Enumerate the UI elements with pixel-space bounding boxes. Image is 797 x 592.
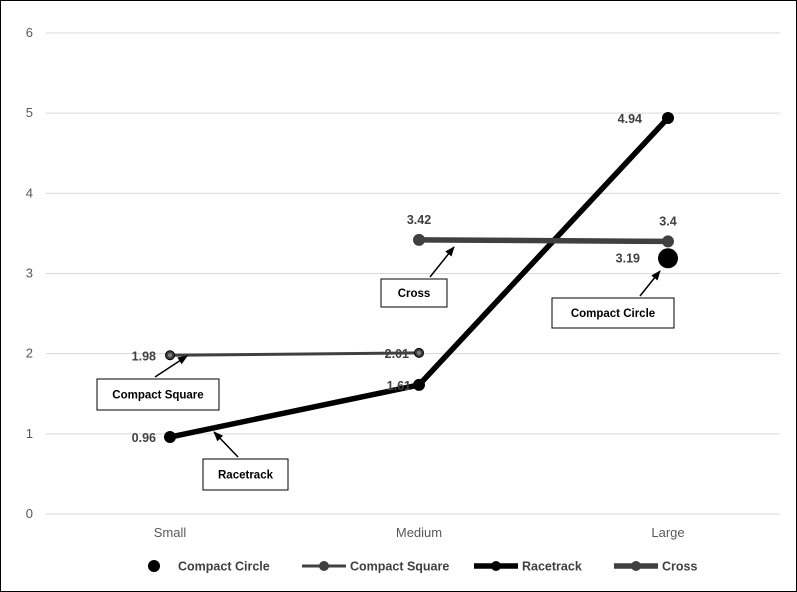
x-tick-small: Small	[154, 525, 187, 540]
legend-item-racetrack: Racetrack	[474, 560, 582, 574]
legend-label-cross: Cross	[662, 560, 697, 574]
callout-arrow-cross	[429, 246, 455, 278]
callout-label-compact-circle: Compact Circle	[571, 308, 655, 320]
legend-swatch-marker-compact-square	[319, 561, 329, 571]
callout-label-cross: Cross	[398, 288, 431, 300]
data-labels: 1.98 2.01 0.96 1.61 4.94 3.42 3.4 3.19	[132, 112, 677, 445]
legend: Compact Circle Compact Square Racetrack Cro…	[148, 560, 697, 574]
point-inner-compact-square-medium	[417, 350, 421, 355]
point-compact-circle-large	[658, 248, 678, 269]
data-label-cross-large: 3.4	[659, 214, 676, 228]
legend-swatch-marker-cross	[631, 561, 641, 571]
point-racetrack-small	[164, 431, 176, 444]
callout-label-compact-square: Compact Square	[112, 390, 203, 402]
x-tick-medium: Medium	[396, 525, 442, 540]
point-cross-large	[662, 235, 674, 248]
callout-label-racetrack: Racetrack	[218, 470, 274, 482]
y-tick-3: 3	[26, 266, 33, 281]
gridlines	[46, 32, 780, 515]
data-label-racetrack-medium: 1.61	[387, 379, 411, 393]
callout-arrow-compact-circle	[639, 270, 661, 297]
y-tick-1: 1	[26, 426, 33, 441]
legend-item-compact-circle: Compact Circle	[148, 560, 270, 574]
x-axis-ticks: Small Medium Large	[154, 525, 685, 540]
legend-swatch-marker-racetrack	[491, 561, 501, 571]
series-line-cross	[418, 237, 669, 245]
data-label-compact-circle-large: 3.19	[616, 251, 640, 265]
point-racetrack-large	[662, 111, 674, 124]
data-label-cross-medium: 3.42	[407, 213, 431, 227]
point-inner-compact-square-small	[168, 353, 172, 358]
callout-arrow-compact-square	[154, 355, 188, 378]
callout-box-racetrack	[202, 458, 289, 491]
y-tick-5: 5	[26, 105, 33, 120]
y-tick-2: 2	[26, 346, 33, 361]
legend-item-cross: Cross	[614, 560, 697, 574]
callout-box-compact-square	[96, 378, 220, 411]
data-label-racetrack-large: 4.94	[618, 112, 642, 126]
series-line-compact-square	[169, 351, 420, 357]
y-tick-4: 4	[26, 185, 33, 200]
legend-item-compact-square: Compact Square	[302, 560, 449, 574]
y-axis-ticks: 0 1 2 3 4 5 6	[26, 25, 33, 521]
data-label-compact-square-medium: 2.01	[385, 347, 409, 361]
legend-label-racetrack: Racetrack	[522, 560, 582, 574]
data-label-racetrack-small: 0.96	[132, 431, 156, 445]
data-label-compact-square-small: 1.98	[132, 349, 156, 363]
series-points	[164, 111, 678, 444]
callout-box-cross	[380, 278, 448, 308]
point-cross-medium	[413, 233, 425, 246]
legend-label-compact-square: Compact Square	[350, 560, 449, 574]
y-tick-6: 6	[26, 25, 33, 40]
y-tick-0: 0	[26, 506, 33, 521]
callouts: Cross Compact Circle Compact Square Racetra…	[96, 246, 675, 491]
point-racetrack-medium	[413, 378, 425, 391]
callout-arrow-racetrack	[213, 431, 239, 458]
legend-swatch-marker-compact-circle	[148, 560, 160, 572]
callout-box-compact-circle	[551, 297, 675, 329]
legend-label-compact-circle: Compact Circle	[178, 560, 270, 574]
x-tick-large: Large	[651, 525, 684, 540]
